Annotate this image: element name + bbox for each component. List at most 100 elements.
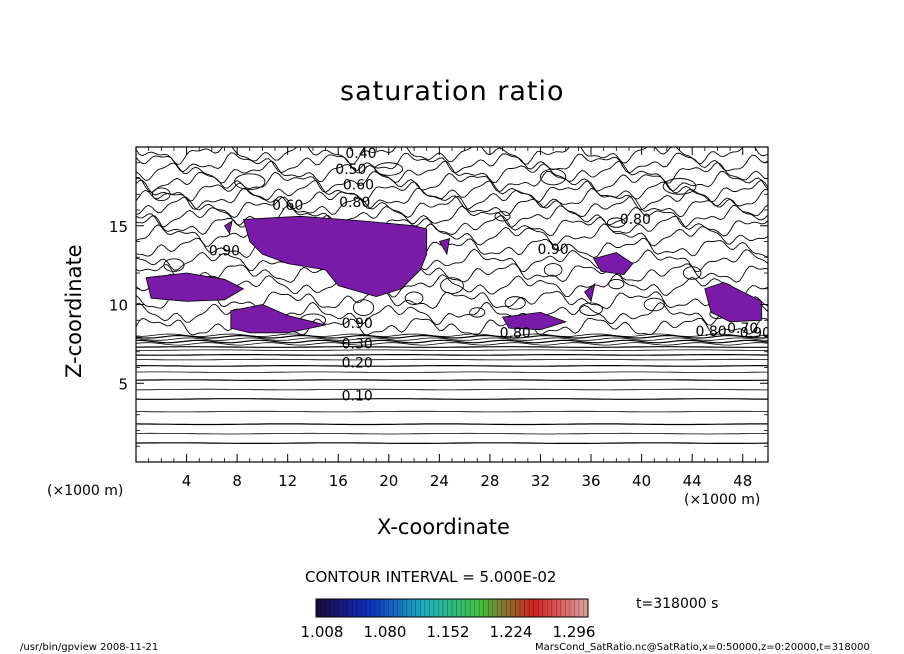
contour-line <box>136 410 768 413</box>
contour-blob <box>352 299 375 316</box>
contour-blob <box>682 266 702 280</box>
x-tick-label: 44 <box>683 472 702 490</box>
contour-label: 0.10 <box>342 389 373 405</box>
contour-blob <box>494 211 511 222</box>
footer-left: /usr/bin/gpview 2008-11-21 <box>20 642 159 653</box>
contour-label: 0.30 <box>342 337 373 353</box>
contour-blob <box>540 168 567 186</box>
contour-label: 0.80 <box>696 324 727 340</box>
x-tick-label: 8 <box>232 472 242 490</box>
contour-line <box>136 170 768 193</box>
supersaturated-region <box>145 272 245 302</box>
contour-label: 0.20 <box>342 356 373 372</box>
contour-blob <box>504 296 526 310</box>
colorbar-tick-label: 1.296 <box>553 623 596 641</box>
colorbar-tick-label: 1.080 <box>364 623 407 641</box>
contour-line <box>136 290 768 310</box>
contour-line <box>136 365 768 367</box>
contour-line <box>136 337 768 341</box>
supersaturated-region <box>501 311 568 331</box>
contour-line <box>136 195 768 219</box>
contour-line <box>136 388 768 391</box>
contour-line <box>136 237 768 259</box>
contour-line <box>136 442 768 444</box>
contour-blob <box>404 291 424 305</box>
contour-line <box>136 371 768 373</box>
contour-blob <box>151 187 171 201</box>
contour-line <box>136 152 768 174</box>
contour-line <box>136 215 768 237</box>
supersaturated-region <box>223 220 233 235</box>
colorbar-tick-label: 1.152 <box>427 623 470 641</box>
contour-label: 0.60 <box>272 198 303 214</box>
x-tick-label: 48 <box>733 472 752 490</box>
y-tick-label: 5 <box>118 375 128 393</box>
contour-blob <box>374 162 404 176</box>
contour-line <box>136 273 768 298</box>
x-tick-label: 36 <box>581 472 600 490</box>
contour-label: 0.80 <box>500 326 531 342</box>
contour-line <box>136 354 768 356</box>
x-unit-label-left: (×1000 m) <box>47 483 124 499</box>
contour-line <box>136 147 768 165</box>
x-tick-label: 20 <box>379 472 398 490</box>
contour-line <box>136 349 768 351</box>
contour-blob <box>163 258 185 272</box>
contour-label: 0.90 <box>209 244 240 260</box>
contour-line <box>136 398 768 400</box>
x-tick-label: 24 <box>430 472 449 490</box>
colorbar-tick-label: 1.224 <box>490 623 533 641</box>
y-axis-label: Z-coordinate <box>62 244 86 378</box>
contour-label: 0.90 <box>342 316 373 332</box>
contour-blob <box>607 217 626 228</box>
colorbar-tick-label: 1.008 <box>301 623 344 641</box>
y-tick-label: 15 <box>109 218 128 236</box>
y-tick-label: 10 <box>109 297 128 315</box>
contour-blob <box>469 307 486 318</box>
x-tick-label: 32 <box>531 472 550 490</box>
contour-line <box>136 342 768 346</box>
contour-line <box>136 204 768 228</box>
contour-label: 0.90 <box>740 326 771 342</box>
x-tick-label: 40 <box>632 472 651 490</box>
contour-layer: 0.100.200.300.900.400.500.600.800.600.80… <box>136 146 771 444</box>
chart-title: saturation ratio <box>340 76 565 107</box>
contour-blob <box>543 263 563 277</box>
contour-interval-label: CONTOUR INTERVAL = 5.000E-02 <box>305 568 557 586</box>
contour-line <box>136 346 768 348</box>
x-tick-label: 28 <box>480 472 499 490</box>
contour-label: 0.70 <box>727 321 758 337</box>
contour-line <box>136 223 768 247</box>
contour-blob <box>579 302 603 316</box>
contour-line <box>136 339 768 344</box>
contour-label: 0.90 <box>538 242 569 258</box>
contour-line <box>136 263 768 283</box>
contour-line <box>136 160 768 184</box>
supersaturated-region <box>230 304 326 334</box>
x-axis-label: X-coordinate <box>377 515 510 539</box>
contour-label: 0.50 <box>335 162 366 178</box>
x-tick-label: 4 <box>182 472 192 490</box>
contour-label: 0.80 <box>339 195 370 211</box>
contour-blob <box>234 173 266 190</box>
contour-line <box>136 379 768 381</box>
footer-right: MarsCond_SatRatio.nc@SatRatio,x=0:50000,… <box>535 642 870 653</box>
contour-blob <box>662 178 697 195</box>
contour-line <box>136 248 768 273</box>
supersaturated-region <box>584 283 596 303</box>
supersaturated-region <box>592 252 634 276</box>
x-tick-label: 12 <box>278 472 297 490</box>
contour-label: 0.40 <box>345 146 376 162</box>
x-tick-label: 16 <box>329 472 348 490</box>
contour-line <box>136 423 768 426</box>
time-label: t=318000 s <box>636 596 719 612</box>
contour-blob <box>643 297 665 312</box>
contour-label: 0.60 <box>343 178 374 194</box>
contour-line <box>136 333 768 337</box>
contour-line <box>136 334 768 339</box>
supersaturated-region <box>704 281 763 323</box>
contour-blob <box>608 278 625 290</box>
contour-blob <box>440 277 464 294</box>
